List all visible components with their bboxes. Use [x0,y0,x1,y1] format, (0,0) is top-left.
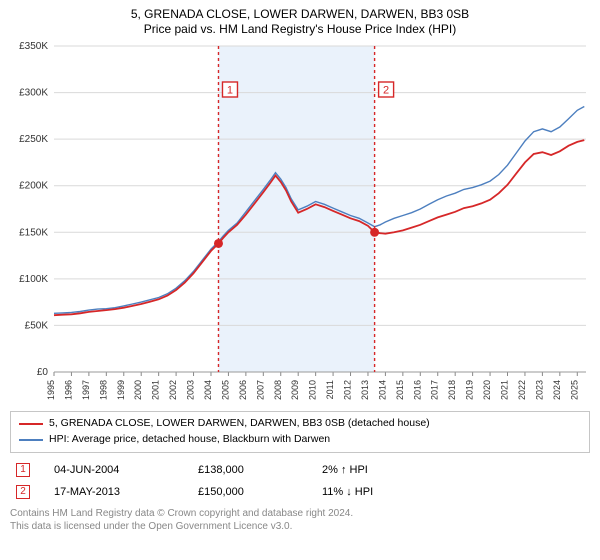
svg-text:2024: 2024 [552,380,562,400]
svg-text:2021: 2021 [500,380,510,400]
svg-text:2000: 2000 [133,380,143,400]
svg-text:2004: 2004 [203,380,213,400]
sale-delta: 11% ↓ HPI [322,486,590,498]
svg-text:2003: 2003 [186,380,196,400]
svg-text:2018: 2018 [447,380,457,400]
svg-text:2016: 2016 [412,380,422,400]
sale-price: £138,000 [198,464,298,476]
svg-text:£300K: £300K [19,88,48,99]
svg-text:£200K: £200K [19,181,48,192]
sale-date: 04-JUN-2004 [54,464,174,476]
svg-text:£250K: £250K [19,134,48,145]
svg-text:2012: 2012 [343,380,353,400]
svg-text:2001: 2001 [151,380,161,400]
sale-marker-1: 1 [16,463,30,477]
sale-row: 2 17-MAY-2013 £150,000 11% ↓ HPI [10,483,590,505]
svg-text:2019: 2019 [465,380,475,400]
svg-text:1997: 1997 [81,380,91,400]
svg-text:£0: £0 [37,367,49,378]
sale-delta: 2% ↑ HPI [322,464,590,476]
svg-text:2014: 2014 [377,380,387,400]
svg-text:1: 1 [227,85,233,97]
sales-list: 1 04-JUN-2004 £138,000 2% ↑ HPI 2 17-MAY… [10,461,590,505]
svg-text:2006: 2006 [238,380,248,400]
legend-swatch-property [19,423,43,425]
page-title: 5, GRENADA CLOSE, LOWER DARWEN, DARWEN, … [10,6,590,22]
svg-text:1996: 1996 [63,380,73,400]
svg-text:2009: 2009 [290,380,300,400]
svg-text:2002: 2002 [168,380,178,400]
svg-text:£350K: £350K [19,41,48,52]
svg-text:2023: 2023 [534,380,544,400]
sale-row: 1 04-JUN-2004 £138,000 2% ↑ HPI [10,461,590,483]
svg-text:2010: 2010 [308,380,318,400]
svg-text:2007: 2007 [255,380,265,400]
sale-date: 17-MAY-2013 [54,486,174,498]
page-subtitle: Price paid vs. HM Land Registry's House … [10,22,590,36]
svg-text:2011: 2011 [325,380,335,399]
svg-text:£150K: £150K [19,227,48,238]
svg-text:2015: 2015 [395,380,405,400]
svg-text:1999: 1999 [116,380,126,400]
svg-text:2: 2 [383,85,389,97]
svg-text:2013: 2013 [360,380,370,400]
footer-licence: This data is licensed under the Open Gov… [10,520,590,534]
footer-copyright: Contains HM Land Registry data © Crown c… [10,507,590,521]
svg-text:£100K: £100K [19,274,48,285]
legend-label-property: 5, GRENADA CLOSE, LOWER DARWEN, DARWEN, … [49,416,430,432]
legend-label-hpi: HPI: Average price, detached house, Blac… [49,432,330,448]
svg-text:2017: 2017 [430,380,440,400]
legend-row-hpi: HPI: Average price, detached house, Blac… [19,432,581,448]
legend-row-property: 5, GRENADA CLOSE, LOWER DARWEN, DARWEN, … [19,416,581,432]
svg-text:2025: 2025 [569,380,579,400]
price-chart: £0 £50K £100K £150K £200K £250K £300K £350K 1995… [10,40,590,405]
legend-swatch-hpi [19,439,43,441]
svg-text:2005: 2005 [220,380,230,400]
svg-text:1995: 1995 [46,380,56,400]
svg-text:2022: 2022 [517,380,527,400]
footer: Contains HM Land Registry data © Crown c… [10,507,590,534]
sale-marker-2: 2 [16,485,30,499]
sale-price: £150,000 [198,486,298,498]
legend: 5, GRENADA CLOSE, LOWER DARWEN, DARWEN, … [10,411,590,453]
svg-text:2008: 2008 [273,380,283,400]
svg-text:1998: 1998 [98,380,108,400]
svg-text:£50K: £50K [25,321,49,332]
svg-text:2020: 2020 [482,380,492,400]
